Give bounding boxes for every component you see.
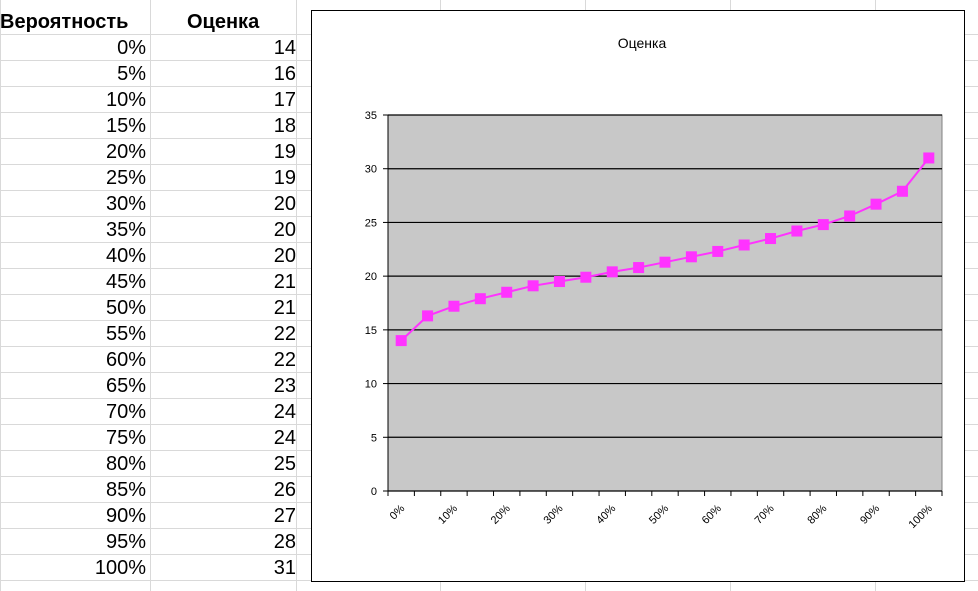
cell-score[interactable]: 24 [273,427,296,449]
cell-probability[interactable]: 45% [105,271,146,293]
cell-probability[interactable]: 25% [105,167,146,189]
x-tick-label: 70% [753,502,777,526]
cell-score[interactable]: 22 [273,349,296,371]
y-tick-label: 10 [365,379,377,391]
data-point-marker [474,293,486,305]
cell-probability[interactable]: 55% [105,323,146,345]
cell-score[interactable]: 16 [273,63,296,85]
cell-score[interactable]: 21 [273,297,296,319]
y-tick-label: 0 [371,486,377,498]
cell-probability[interactable]: 0% [117,37,146,59]
cell-score[interactable]: 31 [273,557,296,579]
x-tick-label: 10% [436,502,460,526]
data-point-marker [870,198,882,210]
x-tick-label: 100% [907,502,936,531]
y-tick-label: 25 [365,217,377,229]
data-point-marker [817,219,829,231]
x-tick-label: 80% [805,502,829,526]
data-point-marker [606,266,618,278]
data-point-marker [844,210,856,222]
y-tick-label: 5 [371,432,377,444]
cell-score[interactable]: 23 [273,375,296,397]
cell-score[interactable]: 17 [273,89,296,111]
y-tick-label: 15 [365,325,377,337]
data-point-marker [765,233,777,245]
data-point-marker [633,262,645,274]
x-tick-label: 30% [542,502,566,526]
data-point-marker [712,245,724,257]
cell-probability[interactable]: 5% [117,63,146,85]
data-point-marker [659,256,671,268]
cell-probability[interactable]: 90% [105,505,146,527]
data-point-marker [580,271,592,283]
plot-area [387,114,943,492]
cell-probability[interactable]: 40% [105,245,146,267]
header-score[interactable]: Оценка [187,11,260,33]
cell-probability[interactable]: 20% [105,141,146,163]
cell-score[interactable]: 26 [273,479,296,501]
cell-score[interactable]: 25 [273,453,296,475]
cell-score[interactable]: 20 [273,193,296,215]
data-point-marker [685,251,697,263]
y-tick-label: 30 [365,164,377,176]
cell-score[interactable]: 18 [273,115,296,137]
cell-probability[interactable]: 50% [105,297,146,319]
header-probability[interactable]: Вероятность [0,11,129,33]
data-point-marker [527,280,539,292]
cell-probability[interactable]: 15% [105,115,146,137]
cell-probability[interactable]: 65% [105,375,146,397]
chart-frame[interactable]: Оценка 0 5 10 15 20 25 30 35 0% 10% 20% 30% 40% 50% 60… [311,10,965,582]
data-point-marker [422,310,434,322]
cell-probability[interactable]: 35% [105,219,146,241]
cell-score[interactable]: 20 [273,245,296,267]
cell-probability[interactable]: 100% [94,557,146,579]
cell-score[interactable]: 24 [273,401,296,423]
chart-title: Оценка [618,35,667,51]
cell-probability[interactable]: 85% [105,479,146,501]
x-tick-label: 50% [647,502,671,526]
cell-score[interactable]: 21 [273,271,296,293]
data-point-marker [553,276,565,288]
cell-probability[interactable]: 30% [105,193,146,215]
cell-probability[interactable]: 95% [105,531,146,553]
x-tick-label: 0% [388,502,408,522]
cell-probability[interactable]: 10% [105,89,146,111]
cell-score[interactable]: 28 [273,531,296,553]
data-point-marker [896,185,908,197]
data-point-marker [448,300,460,312]
cell-score[interactable]: 14 [273,37,296,59]
cell-score[interactable]: 19 [273,167,296,189]
data-point-marker [501,286,513,298]
cell-probability[interactable]: 75% [105,427,146,449]
cell-probability[interactable]: 60% [105,349,146,371]
x-tick-label: 40% [594,502,618,526]
x-tick-label: 90% [858,502,882,526]
data-point-marker [395,335,407,347]
cell-score[interactable]: 19 [273,141,296,163]
line-chart: Оценка 0 5 10 15 20 25 30 35 0% 10% 20% 30% 40% 50% 60… [365,35,943,531]
x-tick-label: 60% [700,502,724,526]
data-point-marker [923,152,935,164]
cell-score[interactable]: 20 [273,219,296,241]
cell-probability[interactable]: 70% [105,401,146,423]
cell-score[interactable]: 27 [273,505,296,527]
x-tick-label: 20% [489,502,513,526]
data-point-marker [791,225,803,237]
cell-score[interactable]: 22 [273,323,296,345]
y-tick-label: 20 [365,271,377,283]
y-tick-label: 35 [365,110,377,122]
data-point-marker [738,239,750,251]
cell-probability[interactable]: 80% [105,453,146,475]
